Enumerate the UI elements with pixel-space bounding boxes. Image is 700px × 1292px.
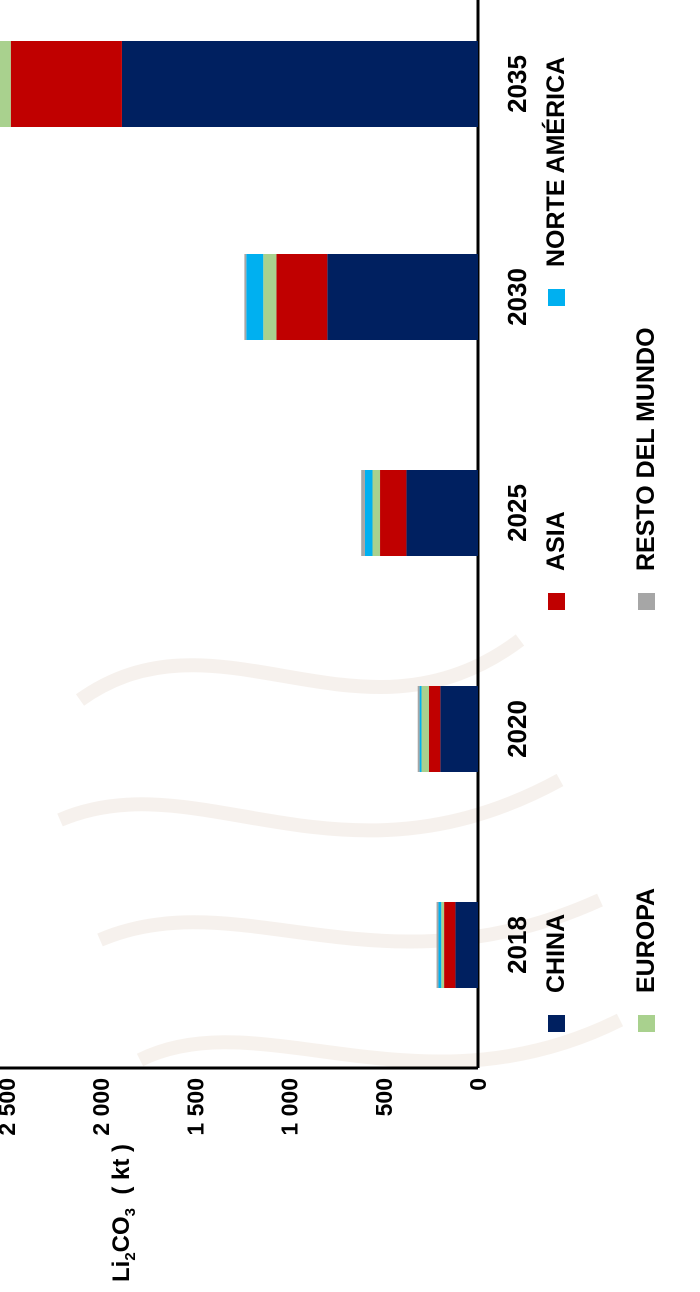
x-tick-label: 2025: [502, 484, 532, 542]
x-tick-labels: 2018 2020 2025 2030 2035: [502, 55, 532, 974]
legend-swatch: [637, 593, 655, 610]
bar-segment-resto-del-mundo-2018: [436, 902, 439, 988]
bar-segment-china-2025: [406, 470, 478, 556]
x-tick-label: 2018: [502, 916, 532, 974]
y-tick-label: 2 000: [88, 1078, 114, 1136]
legend-label: EUROPA: [631, 887, 660, 993]
legend-swatch: [547, 1015, 565, 1032]
bar-segment-resto-del-mundo-2025: [361, 470, 365, 556]
bar-segment-europa-2030: [263, 254, 277, 340]
bar-segment-resto-del-mundo-2030: [244, 254, 247, 340]
bar-segment-asia-2020: [429, 686, 441, 772]
bar-segment-china-2035: [121, 41, 478, 127]
x-tick-label: 2030: [502, 268, 532, 326]
bar-segment-asia-2030: [276, 254, 328, 340]
bar-segment-resto-del-mundo-2020: [417, 686, 420, 772]
bar-segment-china-2020: [440, 686, 479, 772]
legend-label: RESTO DEL MUNDO: [631, 327, 660, 571]
legend-item: CHINA: [536, 914, 576, 1032]
y-tick-label: 0: [465, 1078, 491, 1091]
legend-swatch: [637, 1015, 655, 1032]
y-axis-label: Li2CO3 ( kt ): [108, 1143, 139, 1282]
bar-segment-asia-2035: [10, 41, 122, 127]
y-tick-label: 1 000: [277, 1078, 303, 1136]
y-tick-label: 2 500: [0, 1078, 20, 1136]
bar-segment-norte-am-rica-2020: [419, 686, 422, 772]
bar-segment-norte-am-rica-2018: [438, 902, 442, 988]
legend-label: CHINA: [541, 913, 570, 993]
bar-segment-norte-am-rica-2025: [364, 470, 373, 556]
legend-item: RESTO DEL MUNDO: [626, 327, 666, 610]
bar-segment-europa-2035: [0, 41, 11, 127]
x-tick-label: 2035: [502, 55, 532, 113]
legend-label: NORTE AMÉRICA: [541, 56, 570, 267]
y-tick-label: 500: [371, 1078, 397, 1116]
legend-label: ASIA: [541, 511, 570, 571]
bar-segment-china-2030: [327, 254, 478, 340]
bar-series-group: [0, 41, 479, 988]
legend-item: NORTE AMÉRICA: [536, 57, 576, 306]
legend-item: EUROPA: [626, 888, 666, 1032]
legend-swatch: [547, 593, 565, 610]
legend-item: ASIA: [536, 511, 576, 610]
bar-segment-norte-am-rica-2030: [246, 254, 264, 340]
bar-segment-china-2018: [455, 902, 478, 988]
bar-segment-europa-2020: [421, 686, 430, 772]
y-tick-labels: 0 500 1 000 1 500 2 000 2 500: [0, 1078, 491, 1136]
legend-swatch: [547, 289, 565, 306]
bar-segment-asia-2018: [444, 902, 456, 988]
x-tick-label: 2020: [502, 700, 532, 758]
bar-segment-europa-2025: [372, 470, 381, 556]
y-tick-label: 1 500: [182, 1078, 208, 1136]
bar-segment-europa-2018: [441, 902, 445, 988]
bar-segment-asia-2025: [380, 470, 407, 556]
